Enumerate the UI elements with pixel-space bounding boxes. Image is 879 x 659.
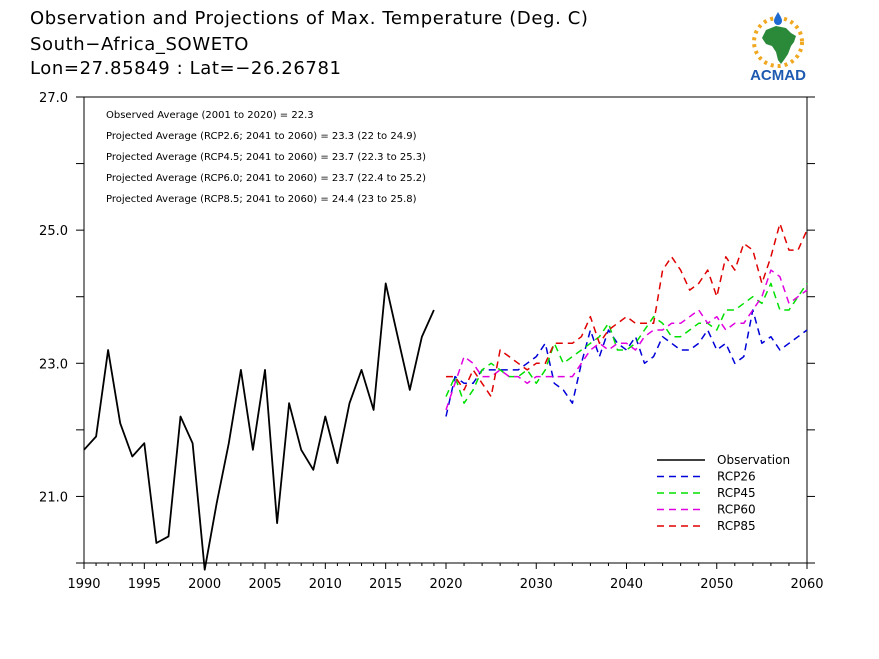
raindrop-icon: [774, 12, 782, 25]
x-tick-label: 2015: [369, 577, 402, 592]
y-tick-label: 27.0: [39, 91, 68, 106]
legend-label: RCP45: [717, 486, 756, 500]
average-annotation: Projected Average (RCP2.6; 2041 to 2060)…: [106, 131, 417, 142]
chart-title: Observation and Projections of Max. Temp…: [30, 8, 589, 29]
x-tick-label: 1995: [128, 577, 161, 592]
chart-coordinates: Lon=27.85849 : Lat=−26.26781: [30, 58, 342, 79]
x-tick-label: 2010: [309, 577, 342, 592]
legend-label: RCP85: [717, 519, 756, 533]
average-annotation: Projected Average (RCP8.5; 2041 to 2060)…: [106, 194, 417, 205]
legend-label: RCP26: [717, 470, 756, 484]
logo-text: ACMAD: [750, 67, 806, 84]
x-tick-label: 2005: [248, 577, 281, 592]
acmad-logo: ACMAD: [750, 12, 806, 84]
average-annotation: Projected Average (RCP6.0; 2041 to 2060)…: [106, 173, 426, 184]
africa-map-icon: [762, 26, 796, 64]
x-tick-label: 2000: [188, 577, 221, 592]
legend-label: RCP60: [717, 503, 756, 517]
y-tick-label: 25.0: [39, 224, 68, 239]
average-annotation: Observed Average (2001 to 2020) = 22.3: [106, 110, 314, 121]
x-tick-label: 2030: [520, 577, 553, 592]
x-tick-label: 1990: [67, 577, 100, 592]
y-tick-label: 23.0: [39, 357, 68, 372]
series-line-observation: [83, 282, 435, 571]
legend-label: Observation: [717, 453, 790, 467]
x-tick-label: 2050: [700, 577, 733, 592]
average-annotation: Projected Average (RCP4.5; 2041 to 2060)…: [106, 152, 426, 163]
chart-location: South−Africa_SOWETO: [30, 34, 250, 55]
x-tick-label: 2040: [610, 577, 643, 592]
x-tick-label: 2020: [429, 577, 462, 592]
series-line-rcp60: [445, 269, 808, 411]
series-line-rcp26: [445, 309, 808, 417]
series-line-rcp85: [446, 222, 808, 398]
x-tick-label: 2060: [790, 577, 823, 592]
y-tick-label: 21.0: [39, 490, 68, 505]
